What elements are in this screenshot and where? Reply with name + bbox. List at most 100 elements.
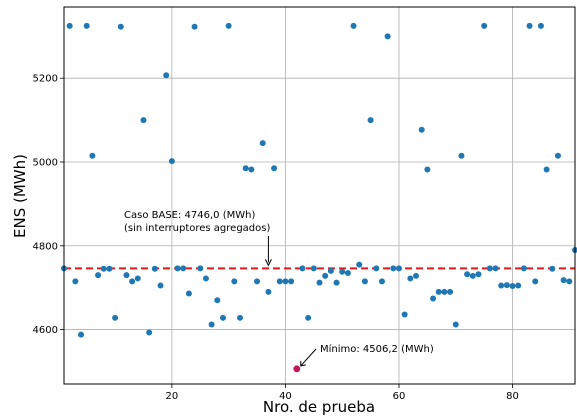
data-point xyxy=(191,23,198,30)
data-point xyxy=(469,272,476,279)
data-point xyxy=(413,272,420,279)
data-point xyxy=(140,117,147,124)
data-point xyxy=(378,278,385,285)
data-point xyxy=(435,288,442,295)
data-point xyxy=(458,152,465,159)
data-point xyxy=(117,23,124,30)
data-point xyxy=(129,278,136,285)
data-point xyxy=(327,267,334,274)
data-point xyxy=(305,314,312,321)
data-point xyxy=(447,288,454,295)
data-point xyxy=(72,278,79,285)
data-point xyxy=(112,314,119,321)
data-point xyxy=(486,265,493,272)
minimum-arrow-line xyxy=(300,348,317,367)
data-point xyxy=(515,282,522,289)
data-point xyxy=(481,22,488,29)
minimum-data-point xyxy=(293,365,301,373)
data-point xyxy=(66,22,73,29)
data-point xyxy=(157,282,164,289)
data-point xyxy=(123,272,130,279)
data-point xyxy=(537,22,544,29)
data-point xyxy=(367,117,374,124)
data-point xyxy=(310,265,317,272)
tick-labels: 20 40 60 80 4600 4800 5000 5200 xyxy=(33,74,519,402)
data-point xyxy=(134,275,141,282)
data-point xyxy=(197,265,204,272)
plot-frame xyxy=(63,6,576,385)
data-point xyxy=(151,265,158,272)
data-point xyxy=(106,265,113,272)
x-tick-label: 80 xyxy=(506,391,519,402)
data-point xyxy=(350,22,357,29)
data-point xyxy=(503,282,510,289)
data-point xyxy=(554,152,561,159)
data-point xyxy=(373,265,380,272)
y-tick-label: 4600 xyxy=(33,325,58,336)
data-point xyxy=(214,297,221,304)
data-point xyxy=(83,22,90,29)
plot-background xyxy=(64,7,575,384)
y-axis-label: ENS (MWh) xyxy=(11,154,29,238)
data-point xyxy=(560,277,567,284)
data-point xyxy=(185,290,192,297)
data-point xyxy=(225,22,232,29)
data-points xyxy=(61,22,577,373)
data-point xyxy=(520,265,527,272)
base-case-arrow-head xyxy=(264,259,272,267)
y-tick-label: 4800 xyxy=(33,241,58,252)
data-point xyxy=(248,166,255,173)
data-point xyxy=(89,152,96,159)
data-point xyxy=(146,329,153,336)
data-point xyxy=(95,272,102,279)
data-point xyxy=(231,278,238,285)
data-point xyxy=(532,278,539,285)
data-point xyxy=(163,72,170,79)
data-point xyxy=(208,321,215,328)
data-point xyxy=(100,265,107,272)
data-point xyxy=(339,268,346,275)
data-point xyxy=(322,272,329,279)
y-tick-label: 5200 xyxy=(33,74,58,85)
base-case-annotation-text: (sin interruptores agregados) xyxy=(124,223,270,234)
data-point xyxy=(390,265,397,272)
data-point xyxy=(333,279,340,286)
data-point xyxy=(498,282,505,289)
data-point xyxy=(424,166,431,173)
data-point xyxy=(299,265,306,272)
y-tick-label: 5000 xyxy=(33,157,58,168)
data-point xyxy=(384,33,391,40)
data-point xyxy=(316,279,323,286)
data-point xyxy=(78,331,85,338)
data-point xyxy=(464,271,471,278)
data-point xyxy=(168,158,175,165)
annotations: Caso BASE: 4746,0 (MWh) (sin interruptore… xyxy=(124,210,434,367)
data-point xyxy=(254,278,261,285)
data-point xyxy=(492,265,499,272)
data-point xyxy=(288,278,295,285)
x-tick-label: 40 xyxy=(279,391,292,402)
data-point xyxy=(475,271,482,278)
data-point xyxy=(271,165,278,172)
data-point xyxy=(202,275,209,282)
data-point xyxy=(180,265,187,272)
data-point xyxy=(509,282,516,289)
data-point xyxy=(395,265,402,272)
data-point xyxy=(401,311,408,318)
data-point xyxy=(430,295,437,302)
data-point xyxy=(344,269,351,276)
data-point xyxy=(242,165,249,172)
data-point xyxy=(265,288,272,295)
data-point xyxy=(407,275,414,282)
minimum-arrow-head xyxy=(300,360,306,367)
data-point xyxy=(418,126,425,133)
data-point xyxy=(543,166,550,173)
base-case-annotation-text: Caso BASE: 4746,0 (MWh) xyxy=(124,210,255,221)
data-point xyxy=(219,314,226,321)
data-point xyxy=(237,314,244,321)
data-point xyxy=(452,321,459,328)
data-point xyxy=(441,288,448,295)
data-point xyxy=(259,140,266,147)
data-point xyxy=(282,278,289,285)
